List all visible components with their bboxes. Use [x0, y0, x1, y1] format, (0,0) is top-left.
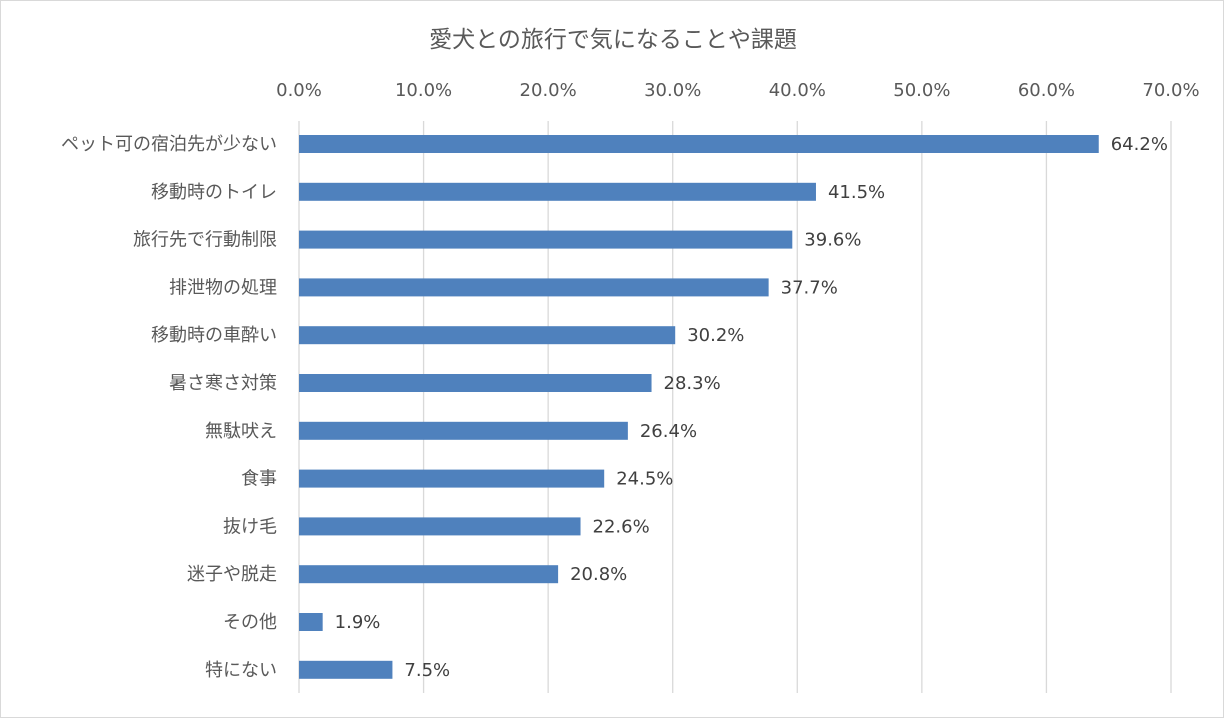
data-label: 28.3% [664, 373, 721, 394]
gridlines [298, 121, 1172, 693]
bars [299, 135, 1099, 679]
bar [299, 660, 393, 679]
x-tick-label: 30.0% [644, 80, 701, 101]
x-tick-label: 60.0% [1018, 80, 1075, 101]
chart-title: 愛犬との旅行で気になることや課題 [429, 27, 797, 53]
x-tick-label: 20.0% [520, 80, 577, 101]
data-label: 41.5% [828, 182, 885, 203]
data-label: 22.6% [593, 516, 650, 537]
x-tick-label: 50.0% [893, 80, 950, 101]
data-label: 64.2% [1111, 134, 1168, 155]
data-label: 20.8% [570, 564, 627, 585]
bar [299, 469, 605, 488]
data-label: 7.5% [404, 660, 450, 681]
data-labels: 64.2% 41.5% 39.6% 37.7% 30.2% 28.3% 26.4% 24.5%… [335, 134, 1168, 681]
category-label: その他 [223, 612, 277, 633]
category-labels: ペット可の宿泊先が少ない移動時のトイレ旅行先で行動制限排泄物の処理移動時の車酔い… [61, 134, 277, 681]
x-tick-label: 10.0% [395, 80, 452, 101]
category-label: 移動時のトイレ [151, 182, 277, 203]
category-label: 移動時の車酔い [151, 325, 277, 346]
bar [299, 517, 581, 536]
category-label: 食事 [241, 469, 277, 490]
data-label: 24.5% [616, 469, 673, 490]
category-label: ペット可の宿泊先が少ない [61, 134, 277, 155]
data-label: 37.7% [781, 277, 838, 298]
bar [299, 135, 1099, 153]
x-tick-label: 40.0% [769, 80, 826, 101]
bar [299, 278, 769, 297]
category-label: 迷子や脱走 [187, 564, 277, 585]
x-axis-ticks: 0.0% 10.0% 20.0% 30.0% 40.0% 50.0% 60.0% 70.0% [276, 80, 1199, 101]
bar [299, 374, 652, 392]
data-label: 30.2% [687, 325, 744, 346]
category-label: 無駄吠え [205, 421, 277, 442]
x-tick-label: 70.0% [1142, 80, 1199, 101]
bar [299, 326, 676, 345]
category-label: 特にない [205, 660, 277, 681]
category-label: 旅行先で行動制限 [133, 230, 277, 251]
bar [299, 613, 323, 631]
data-label: 26.4% [640, 421, 697, 442]
category-label: 排泄物の処理 [169, 277, 277, 298]
bar [299, 565, 559, 584]
bar [299, 230, 793, 249]
bar [299, 421, 628, 440]
category-label: 暑さ寒さ対策 [169, 373, 277, 394]
bar [299, 182, 816, 201]
data-label: 1.9% [335, 612, 381, 633]
category-label: 抜け毛 [223, 516, 277, 537]
x-tick-label: 0.0% [276, 80, 322, 101]
data-label: 39.6% [804, 230, 861, 251]
